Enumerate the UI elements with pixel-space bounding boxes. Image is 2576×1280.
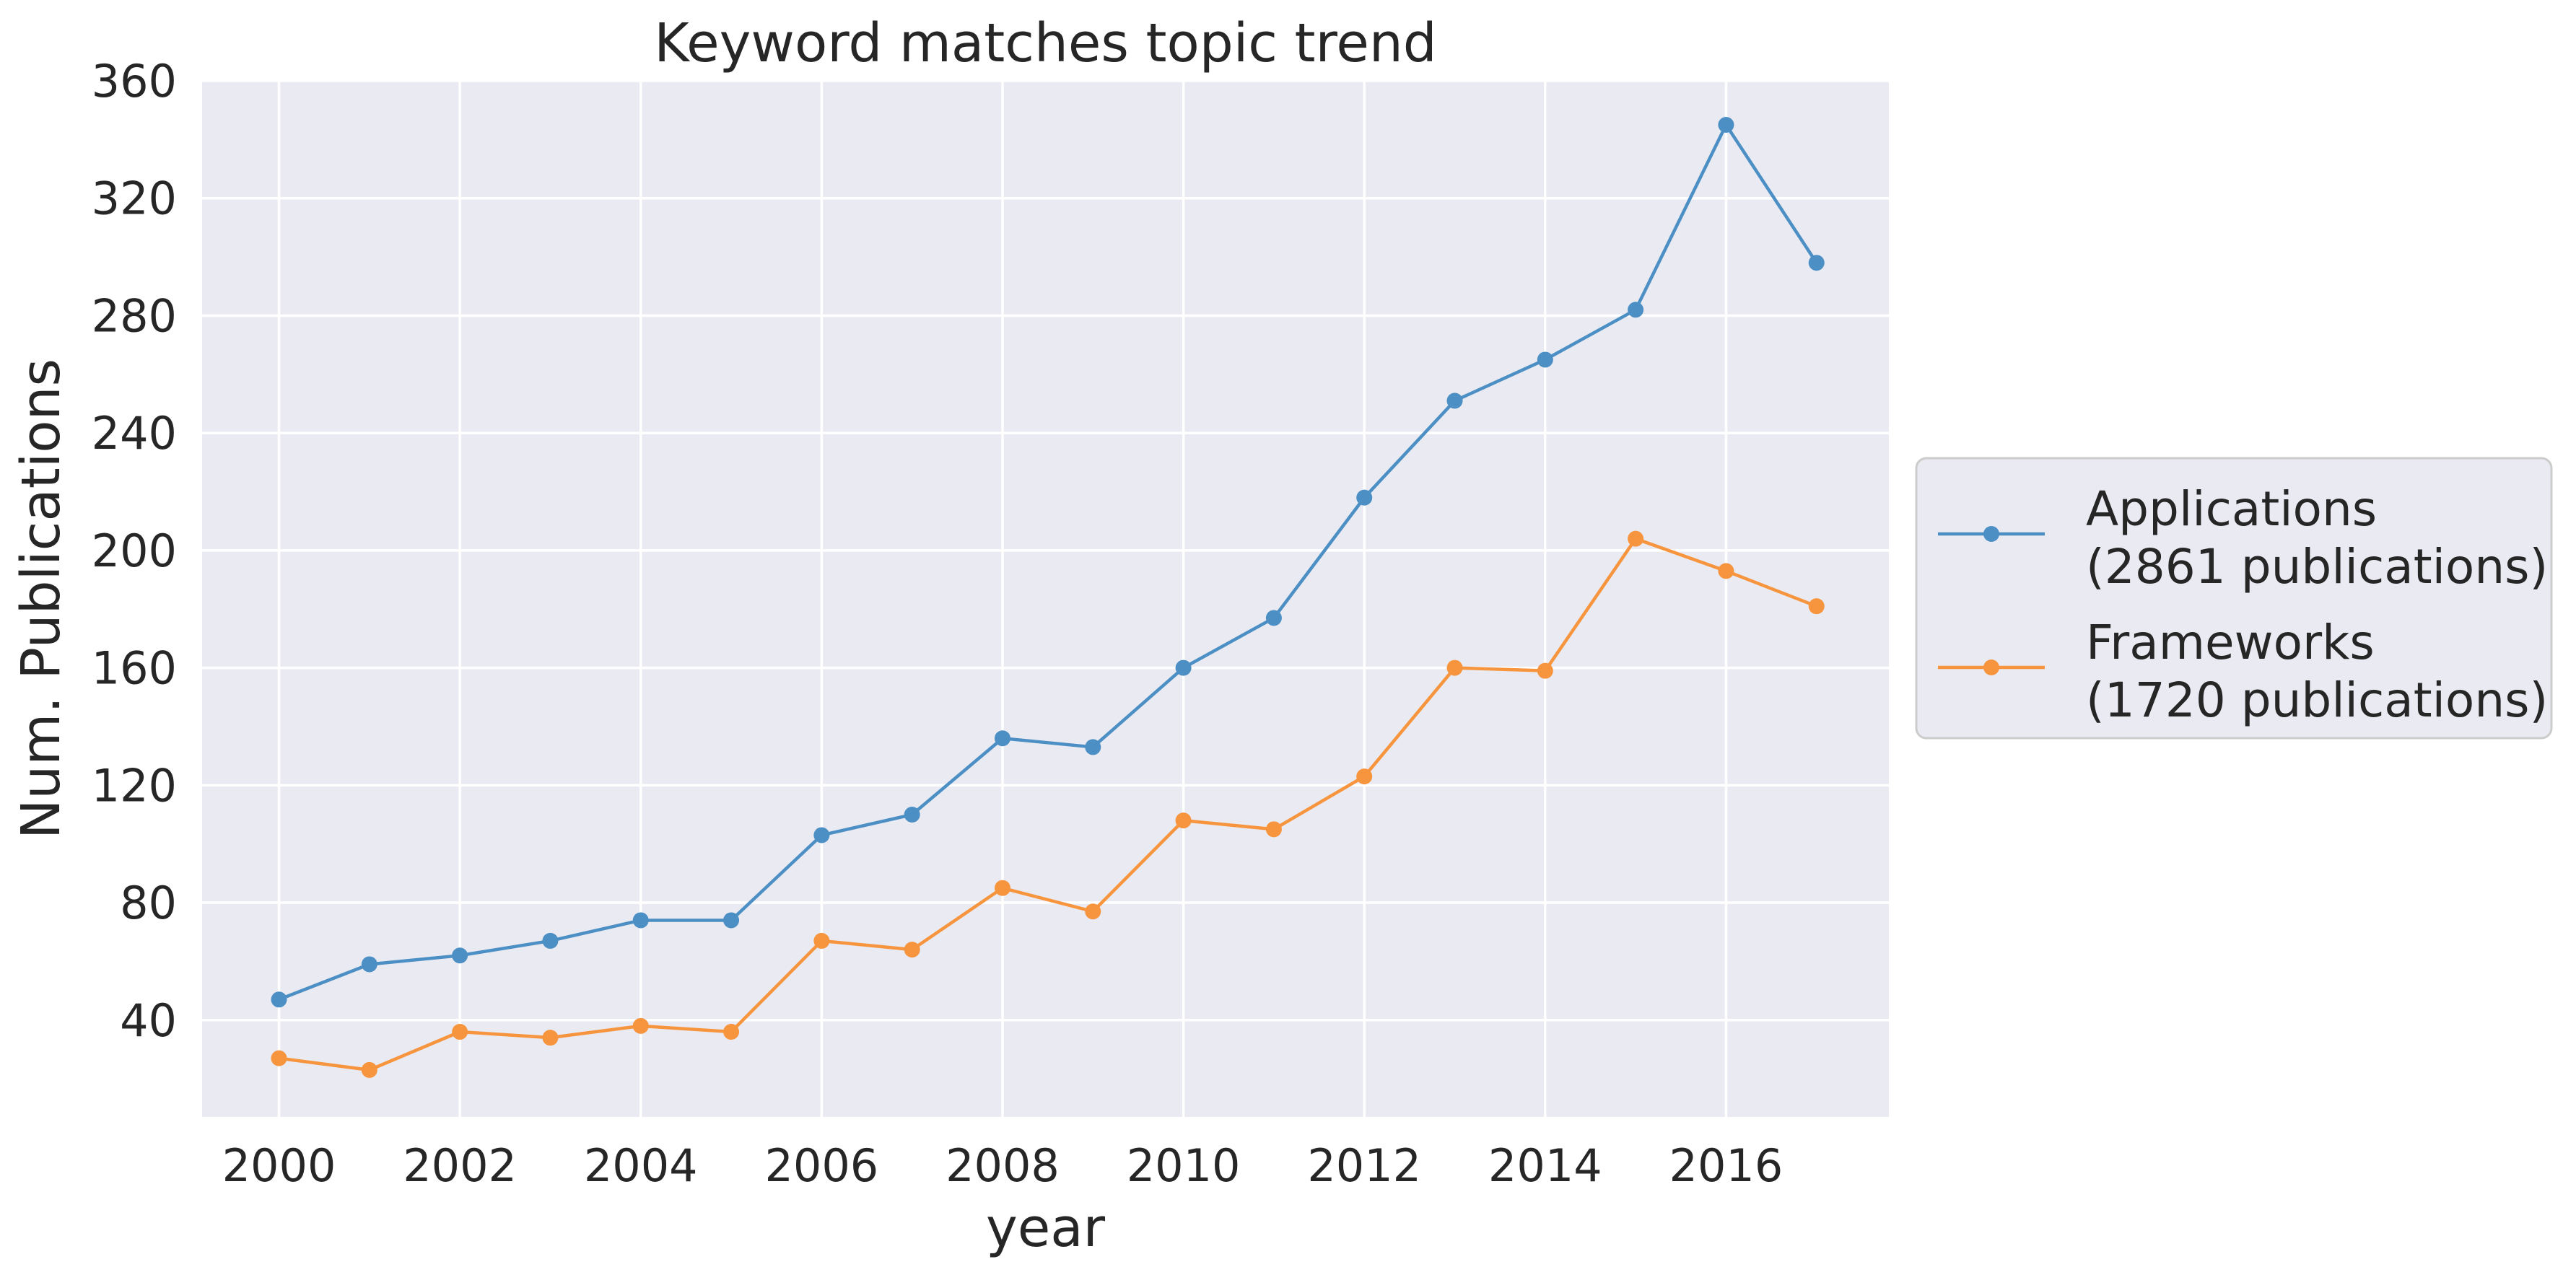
data-point [904,806,920,823]
series-layer [271,117,1825,1078]
plot-area [202,81,1889,1117]
data-point [271,1050,287,1066]
x-tick-label: 2014 [1488,1139,1602,1192]
data-point [632,912,649,929]
data-point [1265,610,1282,626]
x-tick-label: 2012 [1307,1139,1421,1192]
data-point [1265,821,1282,838]
legend-marker [1983,659,1999,675]
data-point [361,956,377,973]
legend-label: Applications [2086,481,2377,537]
x-tick-label: 2016 [1669,1139,1783,1192]
legend-label: Frameworks [2086,615,2375,670]
data-point [1537,662,1553,679]
data-point [813,932,830,949]
x-tick-label: 2000 [222,1139,336,1192]
series-line [279,537,1817,1072]
data-point [1808,255,1825,271]
data-point [1356,768,1373,785]
legend: Applications(2861 publications) Framework… [1915,457,2553,740]
x-tick-label: 2008 [946,1139,1060,1192]
grid [202,79,1889,1117]
data-point [723,912,740,929]
data-point [1628,530,1644,547]
y-tick-label: 200 [92,525,177,577]
data-point [904,942,920,958]
y-tick-label: 280 [92,289,177,342]
y-tick-label: 120 [92,759,177,812]
y-tick-label: 160 [92,642,177,695]
legend-frame [1915,457,2553,740]
data-point [632,1017,649,1034]
data-point [1175,659,1192,676]
x-axis-title: year [986,1197,1106,1259]
data-point [1718,117,1734,133]
data-point [1446,393,1463,409]
data-point [1085,903,1101,920]
data-point [723,1024,740,1040]
data-point [452,947,468,964]
data-point [1537,351,1553,368]
legend-label: (2861 publications) [2086,539,2548,595]
data-point [994,880,1010,896]
x-tick-label: 2004 [584,1139,698,1192]
data-point [1446,659,1463,676]
y-tick-label: 80 [120,877,177,929]
series-1 [271,530,1825,1078]
legend-marker [1983,526,1999,542]
data-point [1356,489,1373,506]
data-point [452,1024,468,1040]
data-point [1808,598,1825,615]
data-point [994,730,1010,747]
y-tick-label: 360 [92,55,177,108]
data-point [1718,563,1734,579]
data-point [1085,739,1101,755]
x-tick-label: 2010 [1127,1139,1241,1192]
x-tick-label: 2002 [403,1139,517,1192]
data-point [271,991,287,1008]
y-axis-title: Num. Publications [10,359,72,839]
data-point [542,932,559,949]
y-tick-label: 40 [120,994,177,1047]
tick-labels: 2000 2002 2004 2006 2008 2010 2012 2014 2016 40 80… [92,55,1783,1192]
data-point [361,1061,377,1078]
series-line [278,123,1818,1001]
legend-label: (1720 publications) [2086,672,2548,728]
data-point [542,1030,559,1046]
data-point [813,827,830,843]
y-tick-label: 240 [92,407,177,460]
x-tick-label: 2006 [764,1139,878,1192]
legend-entry-0: Applications(2861 publications) [1938,481,2548,595]
legend-entry-1: Frameworks(1720 publications) [1938,615,2548,728]
series-0 [271,117,1825,1008]
data-point [1628,302,1644,318]
chart-title: Keyword matches topic trend [654,12,1436,74]
y-tick-label: 320 [92,172,177,225]
data-point [1175,812,1192,829]
